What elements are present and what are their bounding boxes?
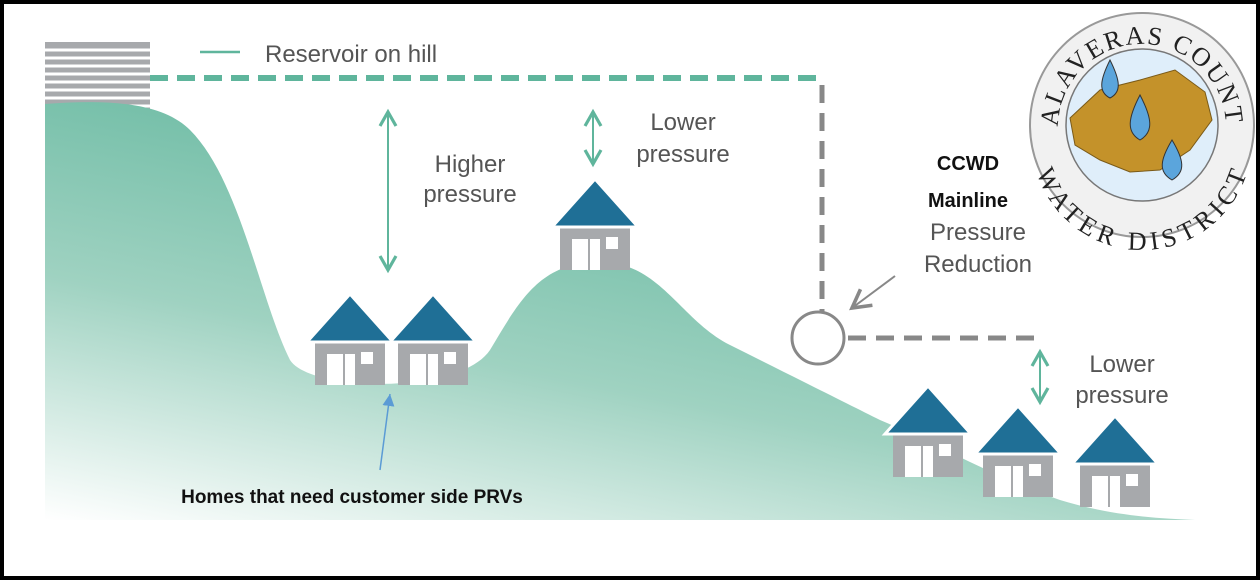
house-door: [995, 466, 1011, 497]
label: Mainline: [928, 190, 1008, 212]
note: Homes that need customer side PRVs: [181, 487, 523, 508]
legend-label: Reservoir on hill: [265, 41, 437, 68]
label: Higher: [435, 151, 506, 178]
house-window: [606, 237, 618, 249]
house-door: [923, 446, 933, 477]
house-door: [1013, 466, 1023, 497]
house-door: [1110, 476, 1120, 507]
house-door: [345, 354, 355, 385]
house-window: [939, 444, 951, 456]
label: pressure: [636, 141, 729, 168]
house-window: [1029, 464, 1041, 476]
house-door: [905, 446, 921, 477]
label: Reduction: [924, 251, 1032, 278]
house-window: [361, 352, 373, 364]
label: pressure: [1075, 382, 1168, 409]
house-window: [1126, 474, 1138, 486]
label: Pressure: [930, 219, 1026, 246]
diagram: Reservoir on hill Higher pressure Lower …: [0, 0, 1260, 580]
house-door: [327, 354, 343, 385]
label: CCWD: [937, 153, 999, 175]
label: pressure: [423, 181, 516, 208]
house-door: [572, 239, 588, 270]
label: Lower: [1089, 351, 1154, 378]
prv-valve: [792, 312, 844, 364]
house-door: [428, 354, 438, 385]
house-door: [410, 354, 426, 385]
house-door: [1092, 476, 1108, 507]
house-window: [444, 352, 456, 364]
label: Lower: [650, 109, 715, 136]
house-door: [590, 239, 600, 270]
